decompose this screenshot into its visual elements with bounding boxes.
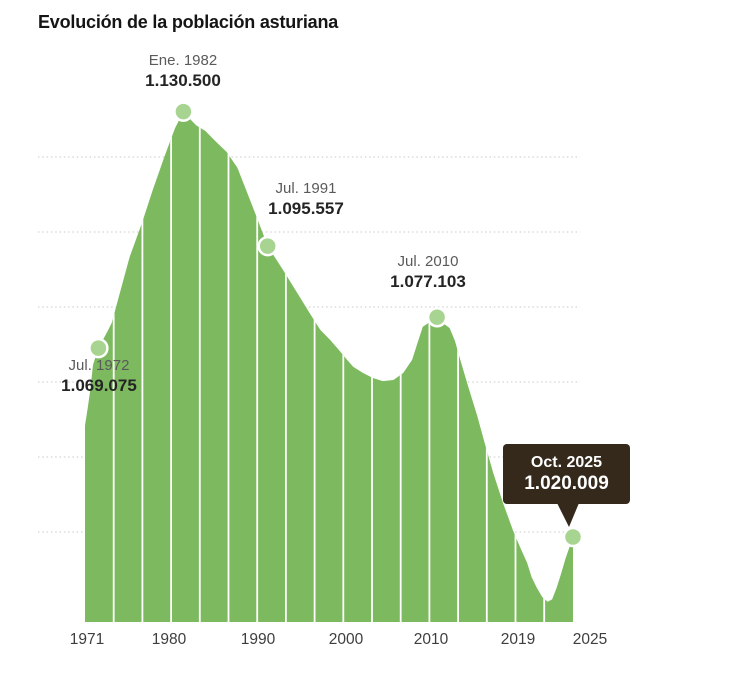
data-tooltip: Oct. 2025 1.020.009	[503, 444, 630, 504]
x-tick-1971: 1971	[69, 631, 105, 648]
data-point-marker-2010[interactable]	[426, 306, 448, 328]
tooltip-pointer	[557, 503, 579, 527]
data-point-marker-2025[interactable]	[562, 526, 584, 548]
x-tick-2000: 2000	[328, 631, 364, 648]
area-series	[85, 111, 573, 622]
data-point-marker-1982[interactable]	[173, 101, 194, 122]
chart-title: Evolución de la población asturiana	[38, 12, 339, 32]
x-tick-2025: 2025	[572, 631, 608, 648]
x-tick-1980: 1980	[151, 631, 187, 648]
x-tick-2010: 2010	[413, 631, 449, 648]
data-point-marker-1972[interactable]	[88, 337, 109, 359]
x-tick-2019: 2019	[500, 631, 536, 648]
tooltip-date: Oct. 2025	[530, 454, 603, 471]
tooltip-value: 1.020.009	[524, 473, 609, 494]
x-tick-1990: 1990	[240, 631, 276, 648]
data-point-marker-1991[interactable]	[257, 235, 278, 257]
